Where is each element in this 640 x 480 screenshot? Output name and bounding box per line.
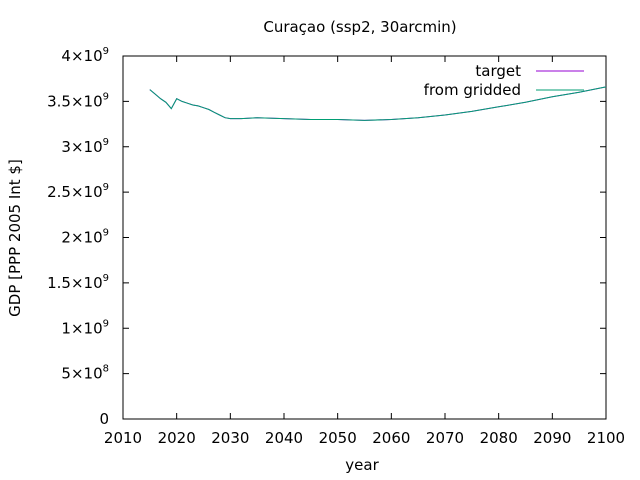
x-tick-label: 2030 [211, 429, 249, 447]
x-tick-label: 2080 [480, 429, 518, 447]
y-axis: 0 5×108 1×109 1.5×109 2×109 2.5×109 3×109 3.5×1… [47, 46, 606, 428]
series-lines [149, 86, 607, 121]
x-tick-label: 2060 [372, 429, 410, 447]
series-line-from-gridded [149, 86, 607, 121]
y-tick-label: 3.5×109 [47, 91, 109, 110]
x-tick-label: 2020 [158, 429, 196, 447]
x-axis-label: year [345, 456, 379, 474]
legend-label: from gridded [424, 81, 521, 99]
y-axis-label: GDP [PPP 2005 Int $] [6, 159, 24, 317]
y-tick-label: 3×109 [61, 137, 109, 156]
y-tick-label: 0 [99, 410, 109, 428]
y-tick-label: 5×108 [61, 364, 109, 383]
x-tick-label: 2010 [104, 429, 142, 447]
x-tick-label: 2040 [265, 429, 303, 447]
legend-label: target [475, 62, 521, 80]
x-tick-label: 2090 [533, 429, 571, 447]
series-line-target [149, 86, 607, 121]
chart-title: Curaçao (ssp2, 30arcmin) [263, 18, 456, 36]
y-tick-label: 1.5×109 [47, 273, 109, 292]
y-tick-label: 2.5×109 [47, 182, 109, 201]
y-tick-label: 4×109 [61, 46, 109, 65]
x-tick-label: 2050 [319, 429, 357, 447]
x-axis: 2010 2020 2030 2040 2050 2060 2070 2080 2090 2100 [104, 56, 625, 447]
x-tick-label: 2100 [587, 429, 625, 447]
plot-frame [122, 55, 607, 420]
y-tick-label: 1×109 [61, 318, 109, 337]
x-tick-label: 2070 [426, 429, 464, 447]
y-tick-label: 2×109 [61, 228, 109, 247]
